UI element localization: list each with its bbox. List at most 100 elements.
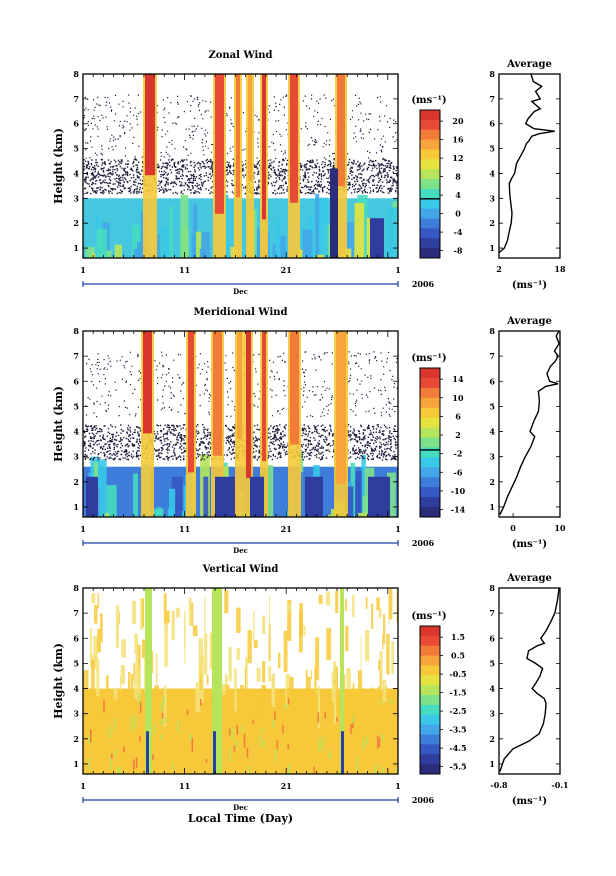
field-streak: [377, 735, 379, 749]
field-streak: [139, 701, 142, 714]
y-tick-label: 5: [73, 401, 79, 411]
colorbar-tick-label: -8: [454, 246, 463, 256]
month-axis-caps: [82, 797, 399, 803]
colorbar-swatch: [420, 744, 440, 755]
field-streak: [319, 197, 328, 258]
colorbar-tick-label: -1.5: [449, 688, 466, 698]
colorbar-frame: [419, 109, 441, 259]
colorbar-swatch: [420, 248, 440, 259]
average-y-tick-label: 2: [489, 734, 495, 744]
field-streak: [234, 668, 237, 712]
colorbar-swatch: [420, 208, 440, 220]
field-streak: [165, 610, 170, 624]
field-streak: [154, 685, 159, 697]
average-frame: [498, 73, 561, 259]
field-streak: [317, 712, 320, 723]
field-streak: [205, 759, 208, 764]
field-streak: [171, 476, 183, 517]
field-streak: [324, 711, 326, 719]
field-streak: [130, 716, 133, 725]
month-axis-caps: [82, 281, 399, 287]
negative-patch: [330, 168, 338, 258]
y-tick-label: 8: [73, 69, 79, 79]
colorbar-swatch: [420, 427, 440, 439]
field-streak: [180, 194, 189, 258]
field-streak: [344, 222, 355, 258]
field-streak: [336, 716, 338, 722]
colorbar-swatch: [420, 704, 440, 716]
field-streak: [346, 667, 351, 688]
plume-core: [236, 74, 240, 198]
field-streak: [382, 767, 384, 774]
colorbar-tick-label: -2: [454, 449, 463, 459]
colorbar-swatch: [420, 714, 440, 726]
field-streak: [328, 476, 333, 517]
field-streak: [275, 218, 281, 258]
plume-core: [262, 74, 266, 220]
field-streak: [111, 753, 113, 759]
field-streak: [247, 765, 250, 774]
field-streak: [163, 695, 165, 707]
field-streak: [114, 717, 116, 731]
negative-patch: [215, 476, 235, 517]
field-streak: [204, 596, 206, 636]
colorbar-unit: (ms⁻¹): [411, 611, 446, 622]
y-tick-label: 8: [73, 583, 79, 593]
field-streak: [169, 488, 176, 517]
average-y-tick-label: 8: [489, 583, 495, 593]
field-streak: [263, 741, 265, 748]
field-streak: [390, 698, 392, 705]
field-streak: [96, 459, 107, 517]
plume-core: [337, 74, 345, 187]
field-streak: [287, 602, 291, 612]
field-streak: [254, 640, 258, 649]
field-streak: [169, 206, 173, 258]
field-streak: [356, 757, 359, 772]
colorbar-unit: (ms⁻¹): [411, 353, 446, 364]
negative-patch: [341, 731, 344, 774]
field-streak: [199, 248, 207, 258]
field-streak: [139, 735, 141, 743]
colorbar-tick-label: 16: [452, 135, 464, 145]
field-streak: [236, 648, 240, 661]
minor-ticks: [82, 330, 399, 517]
field-streak: [388, 207, 398, 258]
field-streak: [284, 703, 287, 709]
field-streak: [144, 657, 146, 694]
plume-core: [290, 74, 298, 203]
average-y-tick-label: 3: [489, 452, 495, 462]
average-y-tick-label: 7: [489, 608, 495, 618]
field-streak: [285, 510, 289, 517]
x-tick-label: 1: [395, 265, 401, 275]
x-tick-label: 1: [80, 265, 86, 275]
field-streak: [94, 604, 98, 624]
field-streak: [317, 686, 321, 729]
field-streak: [310, 670, 312, 680]
average-y-tick-label: 8: [489, 69, 495, 79]
field-streak: [224, 674, 228, 692]
field-streak: [345, 625, 349, 652]
negative-patch: [370, 218, 384, 258]
field-streak: [128, 671, 131, 692]
field-streak: [272, 243, 277, 258]
y-tick-label: 3: [73, 709, 79, 719]
field-streak: [198, 666, 201, 680]
field-streak: [298, 249, 304, 258]
field-streak: [378, 659, 381, 671]
field-streak: [87, 734, 90, 745]
colorbar-tick-label: 10: [452, 393, 464, 403]
average-y-tick-label: 5: [489, 658, 495, 668]
field-streak: [133, 473, 138, 517]
colorbar-swatch: [420, 626, 440, 637]
colorbar-swatch: [420, 457, 440, 468]
field-streak: [221, 683, 226, 695]
colorbar-swatch: [420, 119, 440, 131]
field-streak: [141, 639, 146, 659]
negative-patch: [368, 476, 390, 517]
negative-patch: [86, 476, 98, 517]
field-streak: [161, 713, 164, 719]
x-tick-label: 11: [179, 524, 190, 534]
field-streak: [269, 595, 271, 637]
field-streak: [132, 600, 137, 625]
